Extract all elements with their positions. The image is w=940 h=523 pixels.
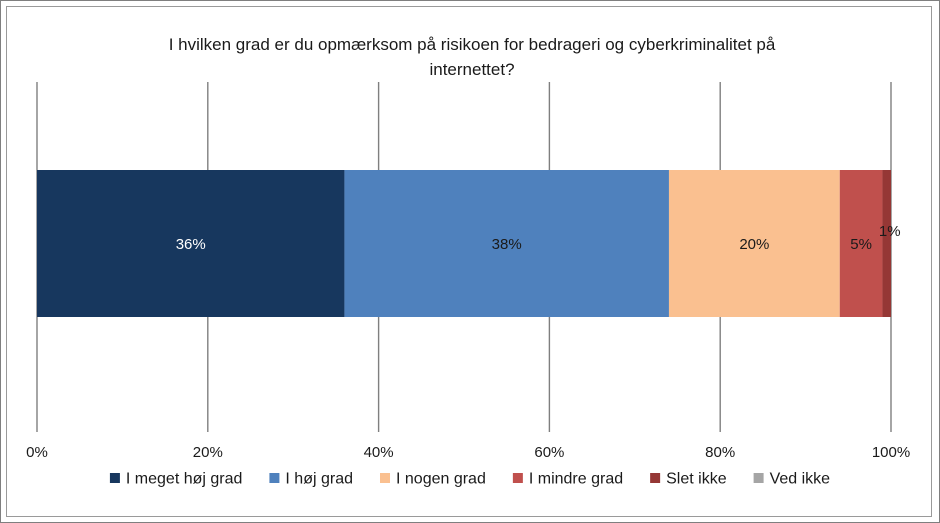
data-labels: 36% 38% 20% 5% 1% [176, 223, 901, 253]
legend-swatch [109, 473, 120, 483]
bar-segment [839, 170, 883, 317]
legend-swatch [650, 473, 661, 483]
x-tick-label: 40% [364, 444, 394, 461]
x-tick-label: 0% [26, 444, 48, 461]
data-label: 38% [492, 236, 522, 253]
data-label: 1% [879, 223, 901, 240]
x-axis-ticks: 0% 20% 40% 60% 80% 100% [26, 444, 910, 461]
data-label: 20% [739, 236, 769, 253]
bar-segment [344, 170, 669, 317]
bar-segment [37, 170, 345, 317]
chart-area-border [6, 6, 932, 517]
bar-segment [882, 170, 891, 317]
legend-swatch [380, 473, 391, 483]
chart-title: I hvilken grad er du opmærksom på risiko… [169, 35, 776, 79]
x-tick-label: 80% [705, 444, 735, 461]
legend-label: I meget høj grad [126, 471, 243, 488]
legend-label: Ved ikke [770, 471, 831, 488]
legend-label: I høj grad [285, 471, 353, 488]
legend-label: I nogen grad [396, 471, 486, 488]
legend-label: Slet ikke [666, 471, 727, 488]
legend-label: I mindre grad [529, 471, 623, 488]
data-label: 5% [850, 236, 872, 253]
x-tick-label: 100% [872, 444, 910, 461]
x-tick-label: 60% [534, 444, 564, 461]
x-tick-label: 20% [193, 444, 223, 461]
bar-segment [668, 170, 840, 317]
bar-segments [37, 170, 891, 317]
chart-title-line-2: internettet? [429, 60, 514, 79]
data-label: 36% [176, 236, 206, 253]
legend-swatch [753, 473, 764, 483]
legend: I meget høj grad I høj grad I nogen grad I … [109, 471, 831, 488]
legend-swatch [512, 473, 523, 483]
legend-swatch [269, 473, 280, 483]
chart-title-line-1: I hvilken grad er du opmærksom på risiko… [169, 35, 776, 54]
